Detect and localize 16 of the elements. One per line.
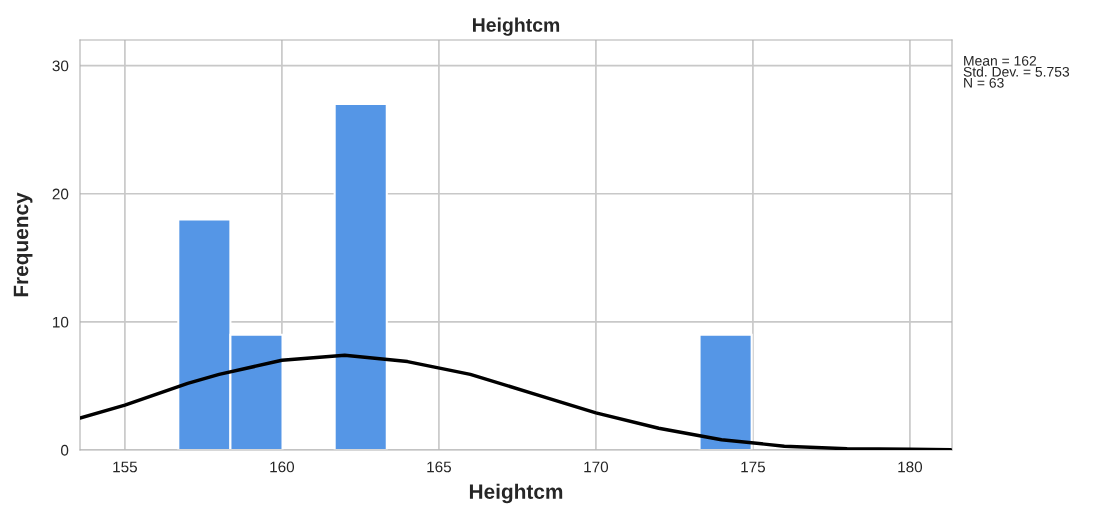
x-tick-label: 155 bbox=[113, 461, 138, 473]
y-axis-title: Frequency bbox=[13, 192, 33, 297]
text: Std. Dev. = 5.753 bbox=[963, 66, 1070, 77]
y-tick-label: 0 bbox=[60, 444, 69, 456]
x-tick-label: 180 bbox=[898, 461, 923, 473]
text: Mean = 162 bbox=[964, 55, 1037, 66]
x-tick-label: 175 bbox=[741, 461, 766, 473]
x-tick-label: 170 bbox=[584, 461, 609, 473]
x-tick-label: 160 bbox=[270, 461, 295, 473]
text: N = 63 bbox=[964, 77, 1004, 88]
y-tick-label: 20 bbox=[52, 188, 69, 200]
x-axis-title: Heightcm bbox=[469, 483, 563, 504]
y-tick-label: 10 bbox=[53, 316, 69, 328]
chart-title: Heightcm bbox=[473, 17, 560, 36]
y-tick-label: 30 bbox=[52, 60, 69, 72]
x-tick-label: 165 bbox=[427, 461, 452, 473]
